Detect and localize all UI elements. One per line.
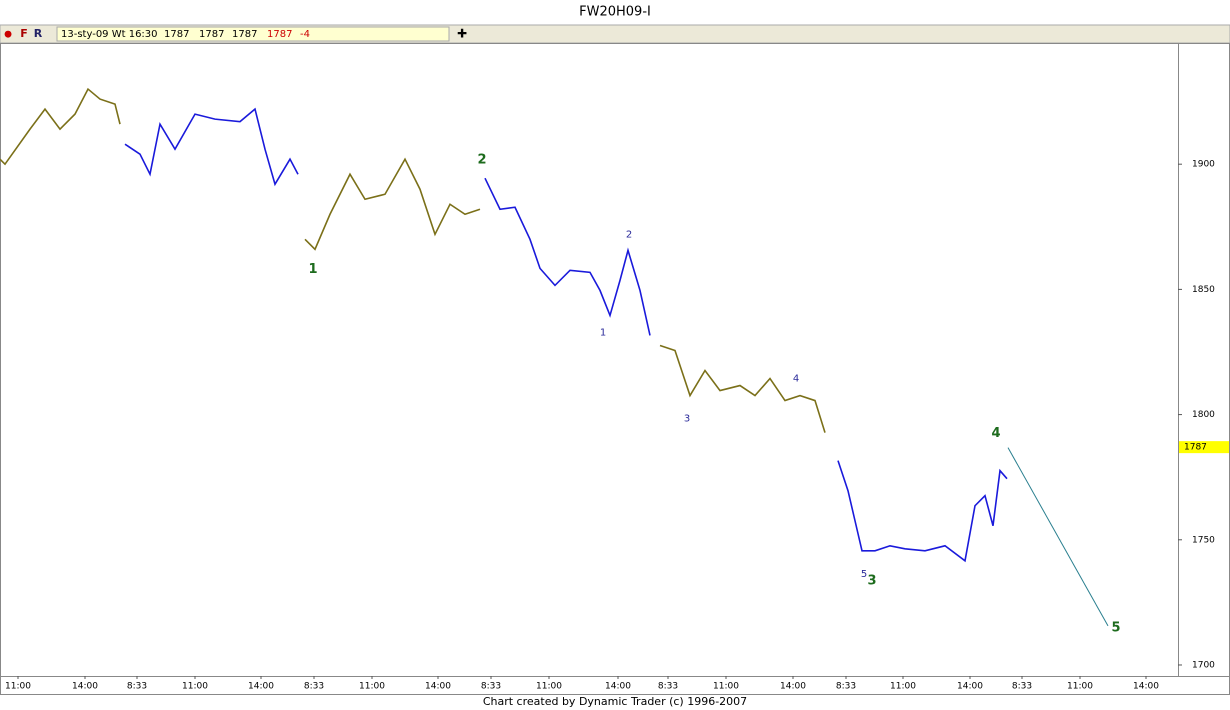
wave-label: 5 (1111, 620, 1120, 635)
x-tick-label: 14:00 (1133, 682, 1159, 692)
y-tick-label: 1750 (1192, 535, 1215, 545)
x-tick-label: 14:00 (780, 682, 806, 692)
wave-label: 1 (600, 327, 606, 338)
x-tick-label: 8:33 (304, 682, 324, 692)
wave-label: 1 (308, 262, 317, 277)
quote-low: 1787 (232, 29, 257, 40)
x-tick-label: 11:00 (5, 682, 31, 692)
toolbar-f[interactable]: F (20, 27, 28, 40)
x-tick-label: 11:00 (1067, 682, 1093, 692)
x-tick-label: 11:00 (359, 682, 385, 692)
price-axis (1178, 43, 1230, 677)
quote-open: 1787 (164, 29, 189, 40)
projection-line (1007, 447, 1109, 627)
quote-date: 13-sty-09 Wt 16:30 (61, 29, 158, 40)
price-line (0, 87, 121, 166)
x-tick-label: 14:00 (425, 682, 451, 692)
x-tick-label: 14:00 (957, 682, 983, 692)
wave-label: 4 (793, 374, 799, 385)
wave-label: 2 (626, 229, 632, 240)
title-bar (0, 0, 1230, 24)
plot-area (0, 43, 1179, 677)
add-button[interactable]: ✚ (457, 27, 467, 41)
x-tick-label: 14:00 (605, 682, 631, 692)
wave-label: 4 (991, 426, 1000, 441)
plot: 1700 1750 1800 1850 1900 11:00 14:00 8:33 11:00 1… (0, 87, 1229, 692)
x-tick-label: 8:33 (1012, 682, 1032, 692)
wave-label: 5 (861, 569, 867, 580)
wave-label: 2 (477, 153, 486, 168)
last-price-label: 1787 (1184, 443, 1207, 453)
price-line (304, 157, 481, 251)
quote-high: 1787 (199, 29, 224, 40)
wave-label: 3 (867, 573, 876, 588)
quote-box (56, 26, 450, 42)
x-tick-label: 11:00 (182, 682, 208, 692)
y-tick-label: 1900 (1192, 160, 1215, 170)
x-tick-label: 14:00 (248, 682, 274, 692)
toolbar-r[interactable]: R (34, 27, 43, 40)
y-tick-label: 1850 (1192, 285, 1215, 295)
x-tick-label: 8:33 (127, 682, 147, 692)
x-tick-label: 11:00 (713, 682, 739, 692)
quote-change: -4 (300, 29, 310, 40)
x-tick-label: 11:00 (536, 682, 562, 692)
wave-label: 3 (684, 414, 690, 425)
toolbar-dot[interactable]: ● (4, 30, 12, 40)
y-tick-label: 1700 (1192, 660, 1215, 670)
x-tick-label: 8:33 (658, 682, 678, 692)
x-tick-label: 8:33 (836, 682, 856, 692)
x-tick-label: 8:33 (481, 682, 501, 692)
footer: Chart created by Dynamic Trader (c) 1996… (483, 695, 747, 708)
price-line (659, 344, 826, 433)
price-line (484, 177, 651, 336)
window-title: FW20H09-I (579, 5, 651, 20)
x-tick-label: 11:00 (890, 682, 916, 692)
x-tick-label: 14:00 (72, 682, 98, 692)
price-line (124, 107, 299, 187)
y-tick-label: 1800 (1192, 410, 1215, 420)
price-line (837, 460, 1008, 563)
last-price-box (1179, 441, 1229, 454)
quote-close: 1787 (267, 29, 292, 40)
